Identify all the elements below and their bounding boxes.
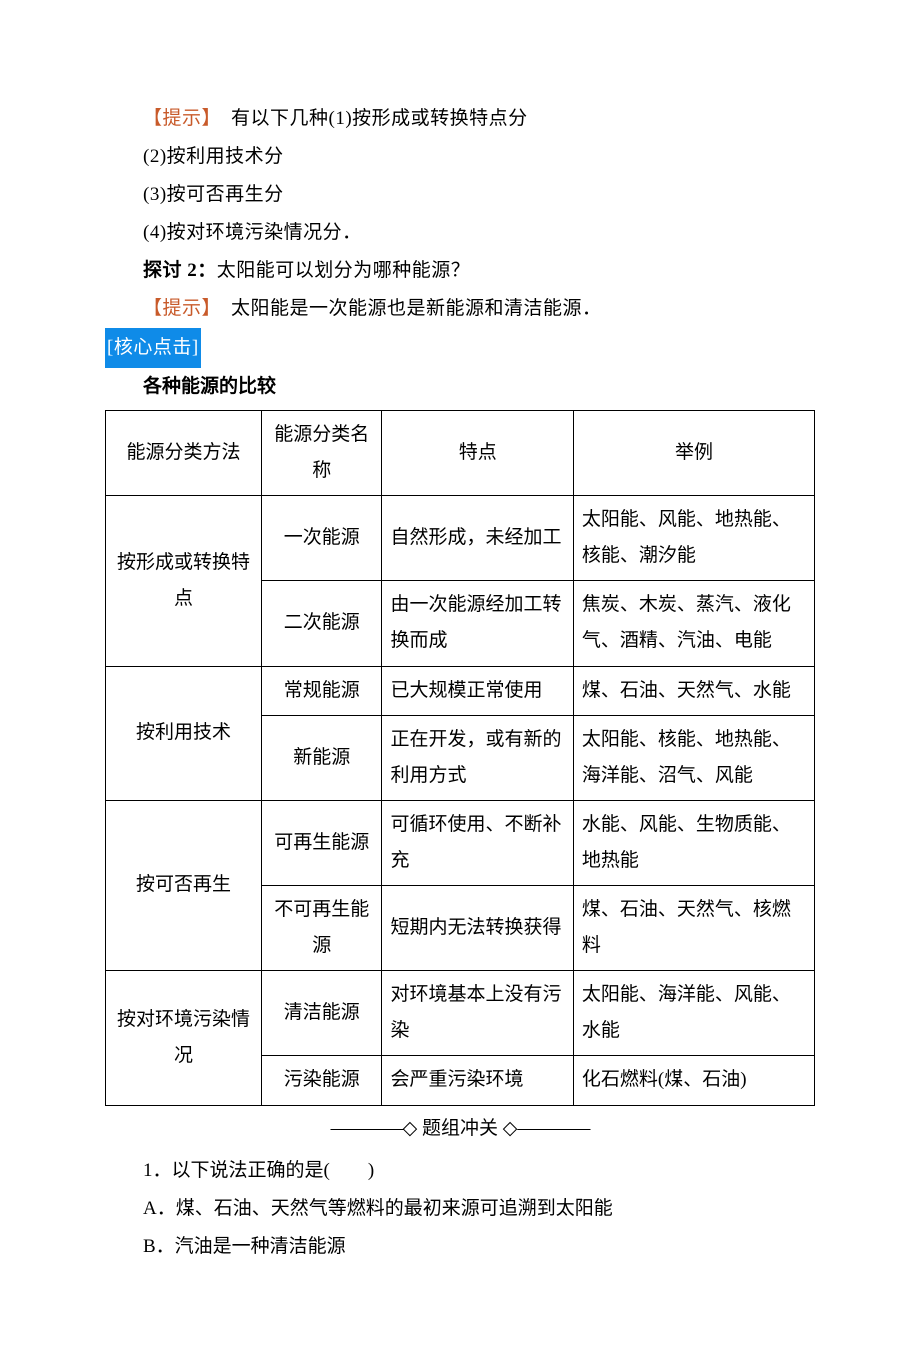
- hint2-text: 太阳能是一次能源也是新能源和清洁能源．: [212, 298, 602, 319]
- document-page: 【提示】 有以下几种(1)按形成或转换特点分 (2)按利用技术分 (3)按可否再…: [0, 0, 920, 1346]
- cell-example: 太阳能、风能、地热能、核能、潮汐能: [573, 496, 814, 581]
- core-tag-line: [核心点击]: [105, 328, 815, 368]
- cell-feature: 对环境基本上没有污染: [382, 971, 573, 1056]
- q1-opt-a: A．煤、石油、天然气等燃料的最初来源可追溯到太阳能: [105, 1190, 815, 1228]
- hint1-l1-text: 有以下几种(1)按形成或转换特点分: [212, 108, 528, 129]
- divider-left: ————: [331, 1118, 403, 1139]
- table-row: 按利用技术 常规能源 已大规模正常使用 煤、石油、天然气、水能: [106, 666, 815, 715]
- cell-feature: 短期内无法转换获得: [382, 886, 573, 971]
- hint1-line1: 【提示】 有以下几种(1)按形成或转换特点分: [105, 100, 815, 138]
- q1-stem: 1．以下说法正确的是( ): [105, 1152, 815, 1190]
- cell-method: 按利用技术: [106, 666, 262, 800]
- hint2: 【提示】 太阳能是一次能源也是新能源和清洁能源．: [105, 290, 815, 328]
- cell-example: 水能、风能、生物质能、地热能: [573, 800, 814, 885]
- th-name: 能源分类名称: [261, 411, 382, 496]
- cell-feature: 已大规模正常使用: [382, 666, 573, 715]
- cell-feature: 由一次能源经加工转换而成: [382, 581, 573, 666]
- cell-example: 焦炭、木炭、蒸汽、液化气、酒精、汽油、电能: [573, 581, 814, 666]
- hint2-label: 【提示】: [143, 298, 212, 319]
- cell-feature: 会严重污染环境: [382, 1056, 573, 1105]
- table-row: 按形成或转换特点 一次能源 自然形成，未经加工 太阳能、风能、地热能、核能、潮汐…: [106, 496, 815, 581]
- energy-table: 能源分类方法 能源分类名称 特点 举例 按形成或转换特点 一次能源 自然形成，未…: [105, 410, 815, 1106]
- cell-name: 新能源: [261, 715, 382, 800]
- hint1-label: 【提示】: [143, 108, 212, 129]
- cell-example: 太阳能、核能、地热能、海洋能、沼气、风能: [573, 715, 814, 800]
- cell-name: 污染能源: [261, 1056, 382, 1105]
- cell-example: 太阳能、海洋能、风能、水能: [573, 971, 814, 1056]
- table-title: 各种能源的比较: [105, 368, 815, 406]
- cell-method: 按对环境污染情况: [106, 971, 262, 1105]
- th-method: 能源分类方法: [106, 411, 262, 496]
- table-header-row: 能源分类方法 能源分类名称 特点 举例: [106, 411, 815, 496]
- discuss2-prefix: 探讨 2：: [143, 260, 217, 281]
- section-divider: ————◇ 题组冲关 ◇————: [105, 1110, 815, 1148]
- cell-example: 煤、石油、天然气、水能: [573, 666, 814, 715]
- diamond-icon: ◇: [403, 1118, 418, 1139]
- cell-example: 煤、石油、天然气、核燃料: [573, 886, 814, 971]
- cell-name: 不可再生能源: [261, 886, 382, 971]
- th-example: 举例: [573, 411, 814, 496]
- cell-feature: 自然形成，未经加工: [382, 496, 573, 581]
- cell-name: 一次能源: [261, 496, 382, 581]
- table-row: 按可否再生 可再生能源 可循环使用、不断补充 水能、风能、生物质能、地热能: [106, 800, 815, 885]
- q1-opt-b: B．汽油是一种清洁能源: [105, 1228, 815, 1266]
- cell-feature: 正在开发，或有新的利用方式: [382, 715, 573, 800]
- core-tag: [核心点击]: [105, 328, 201, 368]
- discuss2: 探讨 2：太阳能可以划分为哪种能源？: [105, 252, 815, 290]
- cell-example: 化石燃料(煤、石油): [573, 1056, 814, 1105]
- cell-name: 可再生能源: [261, 800, 382, 885]
- cell-name: 清洁能源: [261, 971, 382, 1056]
- divider-text: 题组冲关: [417, 1118, 503, 1139]
- cell-name: 二次能源: [261, 581, 382, 666]
- th-feature: 特点: [382, 411, 573, 496]
- discuss2-text: 太阳能可以划分为哪种能源？: [217, 260, 471, 281]
- cell-name: 常规能源: [261, 666, 382, 715]
- hint1-line3: (3)按可否再生分: [105, 176, 815, 214]
- cell-method: 按形成或转换特点: [106, 496, 262, 666]
- cell-feature: 可循环使用、不断补充: [382, 800, 573, 885]
- hint1-line4: (4)按对环境污染情况分．: [105, 214, 815, 252]
- diamond-icon: ◇: [503, 1118, 518, 1139]
- hint1-line2: (2)按利用技术分: [105, 138, 815, 176]
- table-row: 按对环境污染情况 清洁能源 对环境基本上没有污染 太阳能、海洋能、风能、水能: [106, 971, 815, 1056]
- cell-method: 按可否再生: [106, 800, 262, 970]
- divider-right: ————: [517, 1118, 589, 1139]
